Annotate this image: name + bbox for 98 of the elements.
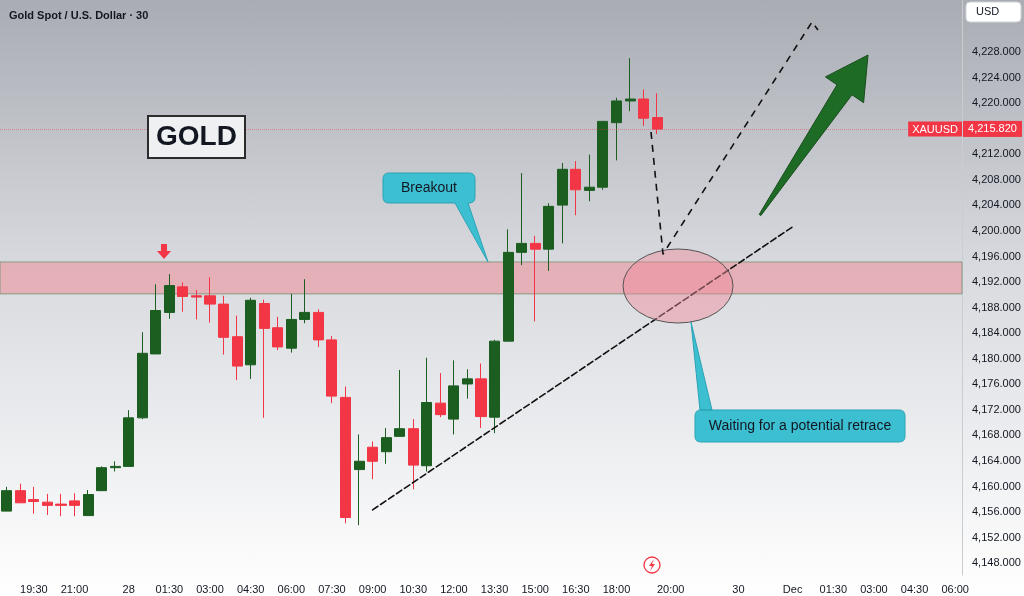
x-tick-label: 15:00 <box>521 582 549 595</box>
candlestick <box>584 154 595 202</box>
annotation: Waiting for a potential retrace <box>708 416 892 433</box>
candlestick <box>245 297 256 380</box>
candlestick <box>638 88 649 127</box>
candlestick <box>123 409 134 467</box>
candlestick <box>557 162 568 244</box>
candlestick <box>503 228 514 342</box>
candlestick <box>164 273 175 320</box>
candlestick <box>15 483 26 504</box>
x-tick-label: 06:00 <box>277 582 306 595</box>
x-tick-label: 19:30 <box>20 582 48 595</box>
annotation: GOLD <box>156 120 237 152</box>
candlestick <box>150 283 161 355</box>
candlestick <box>83 489 94 517</box>
candlestick <box>137 331 148 420</box>
x-tick-label: 04:30 <box>236 582 265 595</box>
text: Gold Spot / U.S. Dollar · 30 <box>9 8 149 21</box>
x-tick-label: 03:00 <box>860 582 888 595</box>
y-tick-label: 4,180.000 <box>972 351 1021 364</box>
candlestick <box>326 335 337 404</box>
y-tick-label: 4,204.000 <box>972 198 1021 211</box>
candlestick <box>286 293 297 354</box>
y-tick-label: 4,208.000 <box>972 172 1021 185</box>
candlestick <box>367 440 378 480</box>
y-tick-label: 4,196.000 <box>972 249 1021 262</box>
annotation: Breakout <box>400 178 458 195</box>
y-tick-label: 4,184.000 <box>972 326 1021 339</box>
candlestick <box>204 276 216 324</box>
y-tick-label: 4,160.000 <box>972 479 1021 492</box>
candlestick <box>55 493 67 517</box>
candlestick <box>299 278 310 324</box>
candlestick <box>354 433 365 526</box>
candlestick <box>394 369 405 438</box>
candlestick <box>475 363 487 429</box>
candlestick <box>313 308 324 348</box>
candlestick <box>408 418 419 490</box>
candlestick <box>1 486 12 512</box>
candlestick <box>611 97 622 161</box>
x-tick-label: 30 <box>732 582 745 595</box>
x-tick-label: 09:00 <box>358 582 387 595</box>
x-tick-label: 01:30 <box>819 582 848 595</box>
candlestick <box>272 316 283 351</box>
x-tick-label: 13:30 <box>480 582 509 595</box>
candlestick <box>381 427 392 465</box>
candlestick <box>625 57 636 112</box>
x-tick-label: 21:00 <box>60 582 89 595</box>
y-tick-label: 4,148.000 <box>972 556 1021 569</box>
x-tick-label: Dec <box>782 582 803 595</box>
y-tick-label: 4,200.000 <box>972 224 1021 236</box>
candlestick <box>177 281 188 313</box>
x-tick-label: 01:30 <box>155 582 184 595</box>
y-tick-label: 4,172.000 <box>972 402 1021 415</box>
candlestick <box>516 172 527 266</box>
candlestick <box>28 486 39 515</box>
candlestick <box>448 359 459 435</box>
candlestick <box>530 235 541 322</box>
x-tick-label: 10:30 <box>399 582 428 595</box>
x-tick-label: 16:30 <box>562 582 590 595</box>
y-tick-label: 4,188.000 <box>972 300 1021 313</box>
y-tick-label: 4,212.000 <box>972 147 1021 160</box>
candlestick <box>570 160 581 216</box>
candlestick <box>543 202 554 272</box>
candlestick <box>232 315 243 381</box>
y-tick-label: 4,228.000 <box>972 45 1021 58</box>
y-tick-label: 4,168.000 <box>972 428 1021 441</box>
text: USD <box>976 5 1000 18</box>
ref-line-label: XAUUSD <box>912 122 959 135</box>
candlestick <box>340 386 351 524</box>
candlestick <box>110 460 121 472</box>
y-tick-label: 4,156.000 <box>972 505 1021 518</box>
x-tick-label: 04:30 <box>900 582 929 595</box>
x-tick-label: 28 <box>122 582 135 595</box>
candlestick <box>435 372 446 418</box>
candlestick <box>69 492 80 517</box>
candlestick <box>652 92 663 135</box>
text: 4,215.820 <box>968 122 1017 135</box>
y-tick-label: 4,164.000 <box>972 454 1021 466</box>
candlestick <box>489 339 500 434</box>
x-tick-label: 03:00 <box>196 582 224 595</box>
candlestick <box>462 368 473 400</box>
candlestick <box>218 295 229 356</box>
x-tick-label: 18:00 <box>602 582 631 595</box>
candlestick <box>191 289 202 320</box>
y-tick-label: 4,224.000 <box>972 70 1021 83</box>
x-tick-label: 07:30 <box>318 582 346 595</box>
x-tick-label: 06:00 <box>941 582 969 595</box>
x-tick-label: 20:00 <box>656 582 685 595</box>
candlestick <box>421 357 432 472</box>
candlestick <box>259 299 270 419</box>
candlestick <box>597 120 608 191</box>
x-tick-label: 12:00 <box>440 582 468 595</box>
y-tick-label: 4,220.000 <box>972 96 1021 109</box>
candlestick <box>96 465 107 492</box>
y-tick-label: 4,152.000 <box>972 530 1021 543</box>
y-tick-label: 4,176.000 <box>972 377 1021 390</box>
y-tick-label: 4,192.000 <box>972 275 1021 288</box>
candlestick <box>42 493 53 516</box>
